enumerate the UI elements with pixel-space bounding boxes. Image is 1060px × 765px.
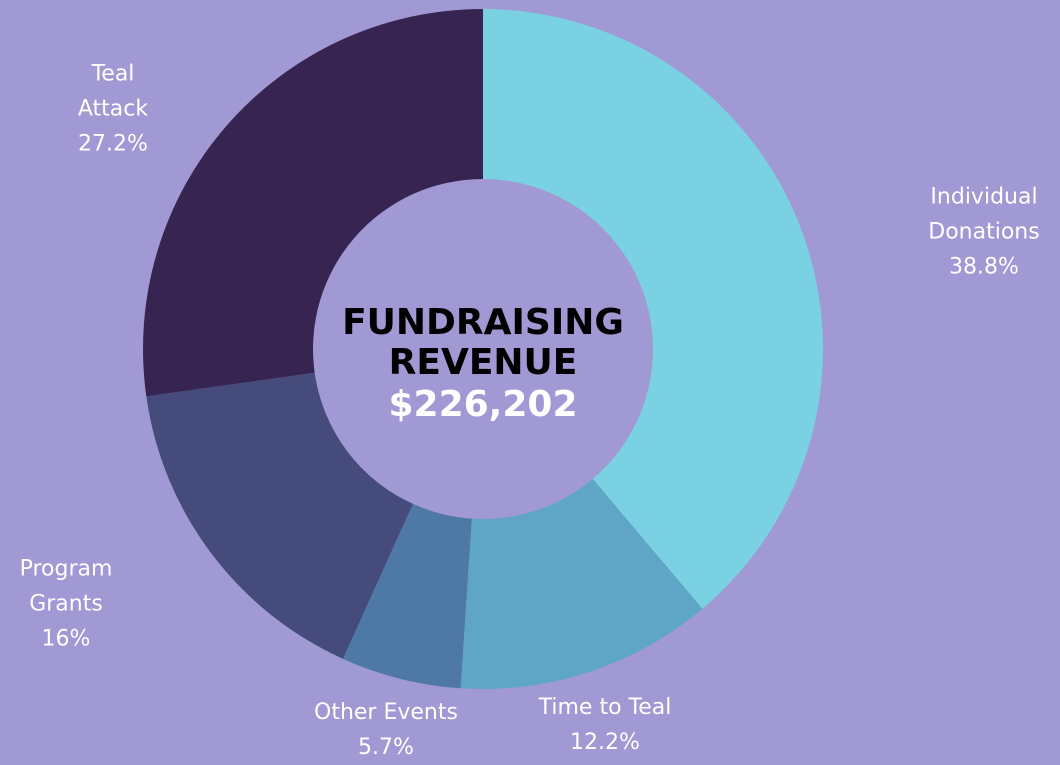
chart-subtitle: $226,202: [388, 384, 578, 425]
slice-label: Individual Donations 38.8%: [909, 180, 1059, 285]
slice: [146, 372, 413, 659]
category-label: Individual Donations: [928, 184, 1040, 245]
slice-label: Teal Attack 27.2%: [58, 57, 168, 162]
slice: [342, 503, 472, 689]
category-label: Teal Attack: [77, 61, 149, 122]
category-label: Program Grants: [19, 556, 113, 617]
value-label: 5.7%: [358, 735, 414, 760]
slice: [460, 478, 703, 689]
value-label: 16%: [41, 626, 91, 652]
slice: [483, 9, 824, 609]
category-label: Other Events: [314, 700, 458, 725]
value-label: 38.8%: [949, 254, 1019, 280]
slice-label: Other Events 5.7%: [286, 695, 486, 765]
value-label: 27.2%: [78, 131, 148, 157]
center-label: FUNDRAISING REVENUE $226,202: [318, 303, 648, 427]
category-label: Time to Teal: [538, 695, 672, 720]
slice: [143, 9, 484, 397]
chart-title: FUNDRAISING REVENUE: [342, 302, 624, 383]
value-label: 12.2%: [570, 730, 640, 755]
slice-label: Program Grants 16%: [1, 552, 131, 657]
slice-label: Time to Teal 12.2%: [505, 690, 705, 760]
